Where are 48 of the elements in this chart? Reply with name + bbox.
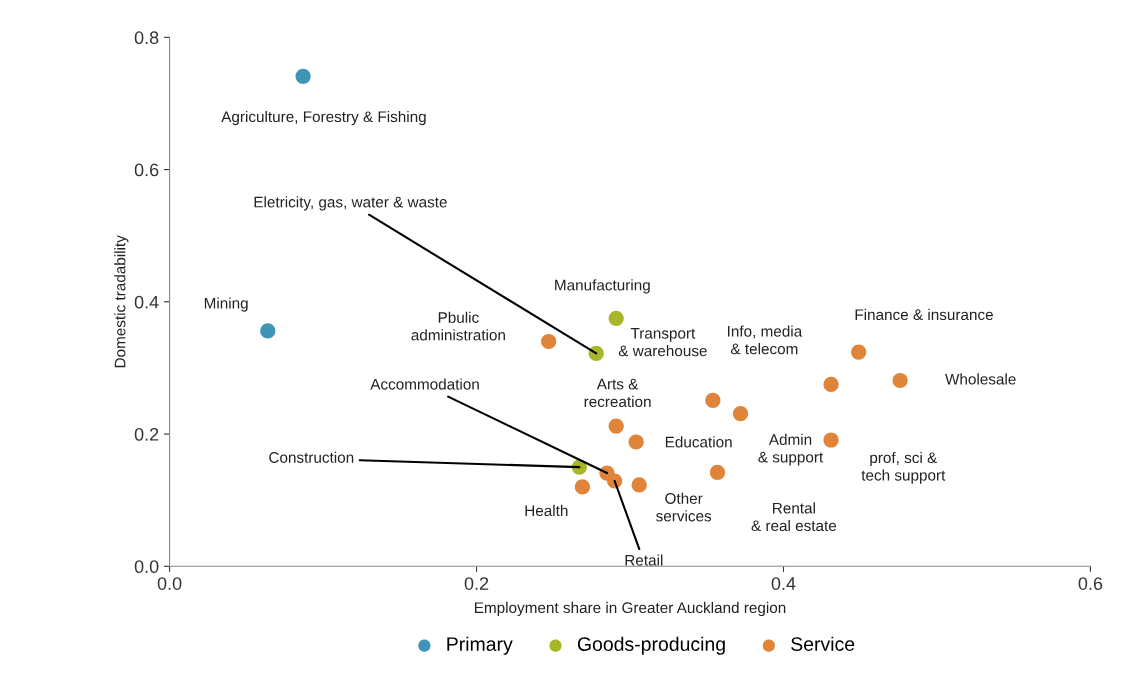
annotation: Construction	[269, 451, 354, 463]
x-axis-title: Employment share in Greater Auckland region	[475, 601, 786, 617]
point	[608, 310, 624, 326]
annotation: Manufacturing	[555, 279, 650, 294]
point	[295, 68, 311, 84]
annotation: Wholesale	[945, 373, 1016, 385]
annotation: Admin & support	[758, 433, 824, 466]
annotation: Rental & real estate	[751, 502, 837, 532]
y-axis-title: Domestic tradability	[114, 235, 129, 368]
point	[823, 432, 839, 448]
legend-label: Goods-producing	[577, 636, 725, 655]
point	[709, 464, 726, 481]
point	[892, 372, 908, 389]
point	[260, 323, 276, 339]
annotation: Agriculture, Forestry & Fishing	[221, 110, 426, 126]
annotation: Other services	[656, 492, 712, 522]
annotation: Accommodation	[370, 378, 479, 390]
annotation: prof, sci & tech support	[861, 451, 946, 484]
annotation: Retail	[625, 554, 663, 566]
x-tick-label: 0.4	[771, 577, 796, 590]
annotation: Transport & warehouse	[618, 328, 707, 357]
y-tick-label: 0.8	[134, 31, 159, 45]
annotation: Mining	[204, 297, 248, 312]
y-tick-label: 0.2	[134, 427, 159, 441]
legend-label: Primary	[447, 636, 513, 655]
point	[574, 479, 591, 495]
point	[851, 344, 867, 360]
annotation: Education	[665, 436, 732, 448]
point	[608, 418, 624, 434]
legend-label: Service	[791, 636, 855, 651]
x-tick-label: 0.2	[464, 577, 489, 590]
y-tick-label: 0.0	[134, 560, 159, 574]
x-tick-label: 0.6	[1078, 577, 1103, 590]
annotation: Health	[525, 504, 568, 517]
y-tick-label: 0.4	[134, 295, 159, 309]
y-tick-label: 0.6	[134, 163, 159, 177]
point	[705, 392, 721, 408]
point	[823, 376, 839, 393]
point	[732, 405, 749, 422]
point	[541, 333, 557, 350]
point	[631, 477, 647, 493]
annotation: Info, media & telecom	[728, 325, 803, 355]
annotation: Finance & insurance	[855, 308, 993, 321]
annotation: Arts & recreation	[584, 378, 651, 408]
annotation: Pbulic administration	[411, 311, 505, 341]
point	[628, 434, 644, 450]
annotation: Eletricity, gas, water & waste	[254, 196, 447, 211]
x-tick-label: 0.0	[157, 577, 182, 590]
